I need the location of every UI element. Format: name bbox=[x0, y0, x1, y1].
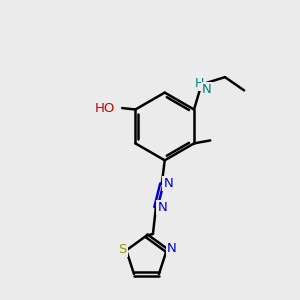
Text: S: S bbox=[118, 243, 127, 256]
Text: H: H bbox=[195, 77, 205, 90]
Text: N: N bbox=[167, 242, 177, 255]
Text: N: N bbox=[202, 83, 211, 96]
Text: N: N bbox=[164, 177, 173, 190]
Text: HO: HO bbox=[94, 101, 115, 115]
Text: N: N bbox=[158, 201, 167, 214]
